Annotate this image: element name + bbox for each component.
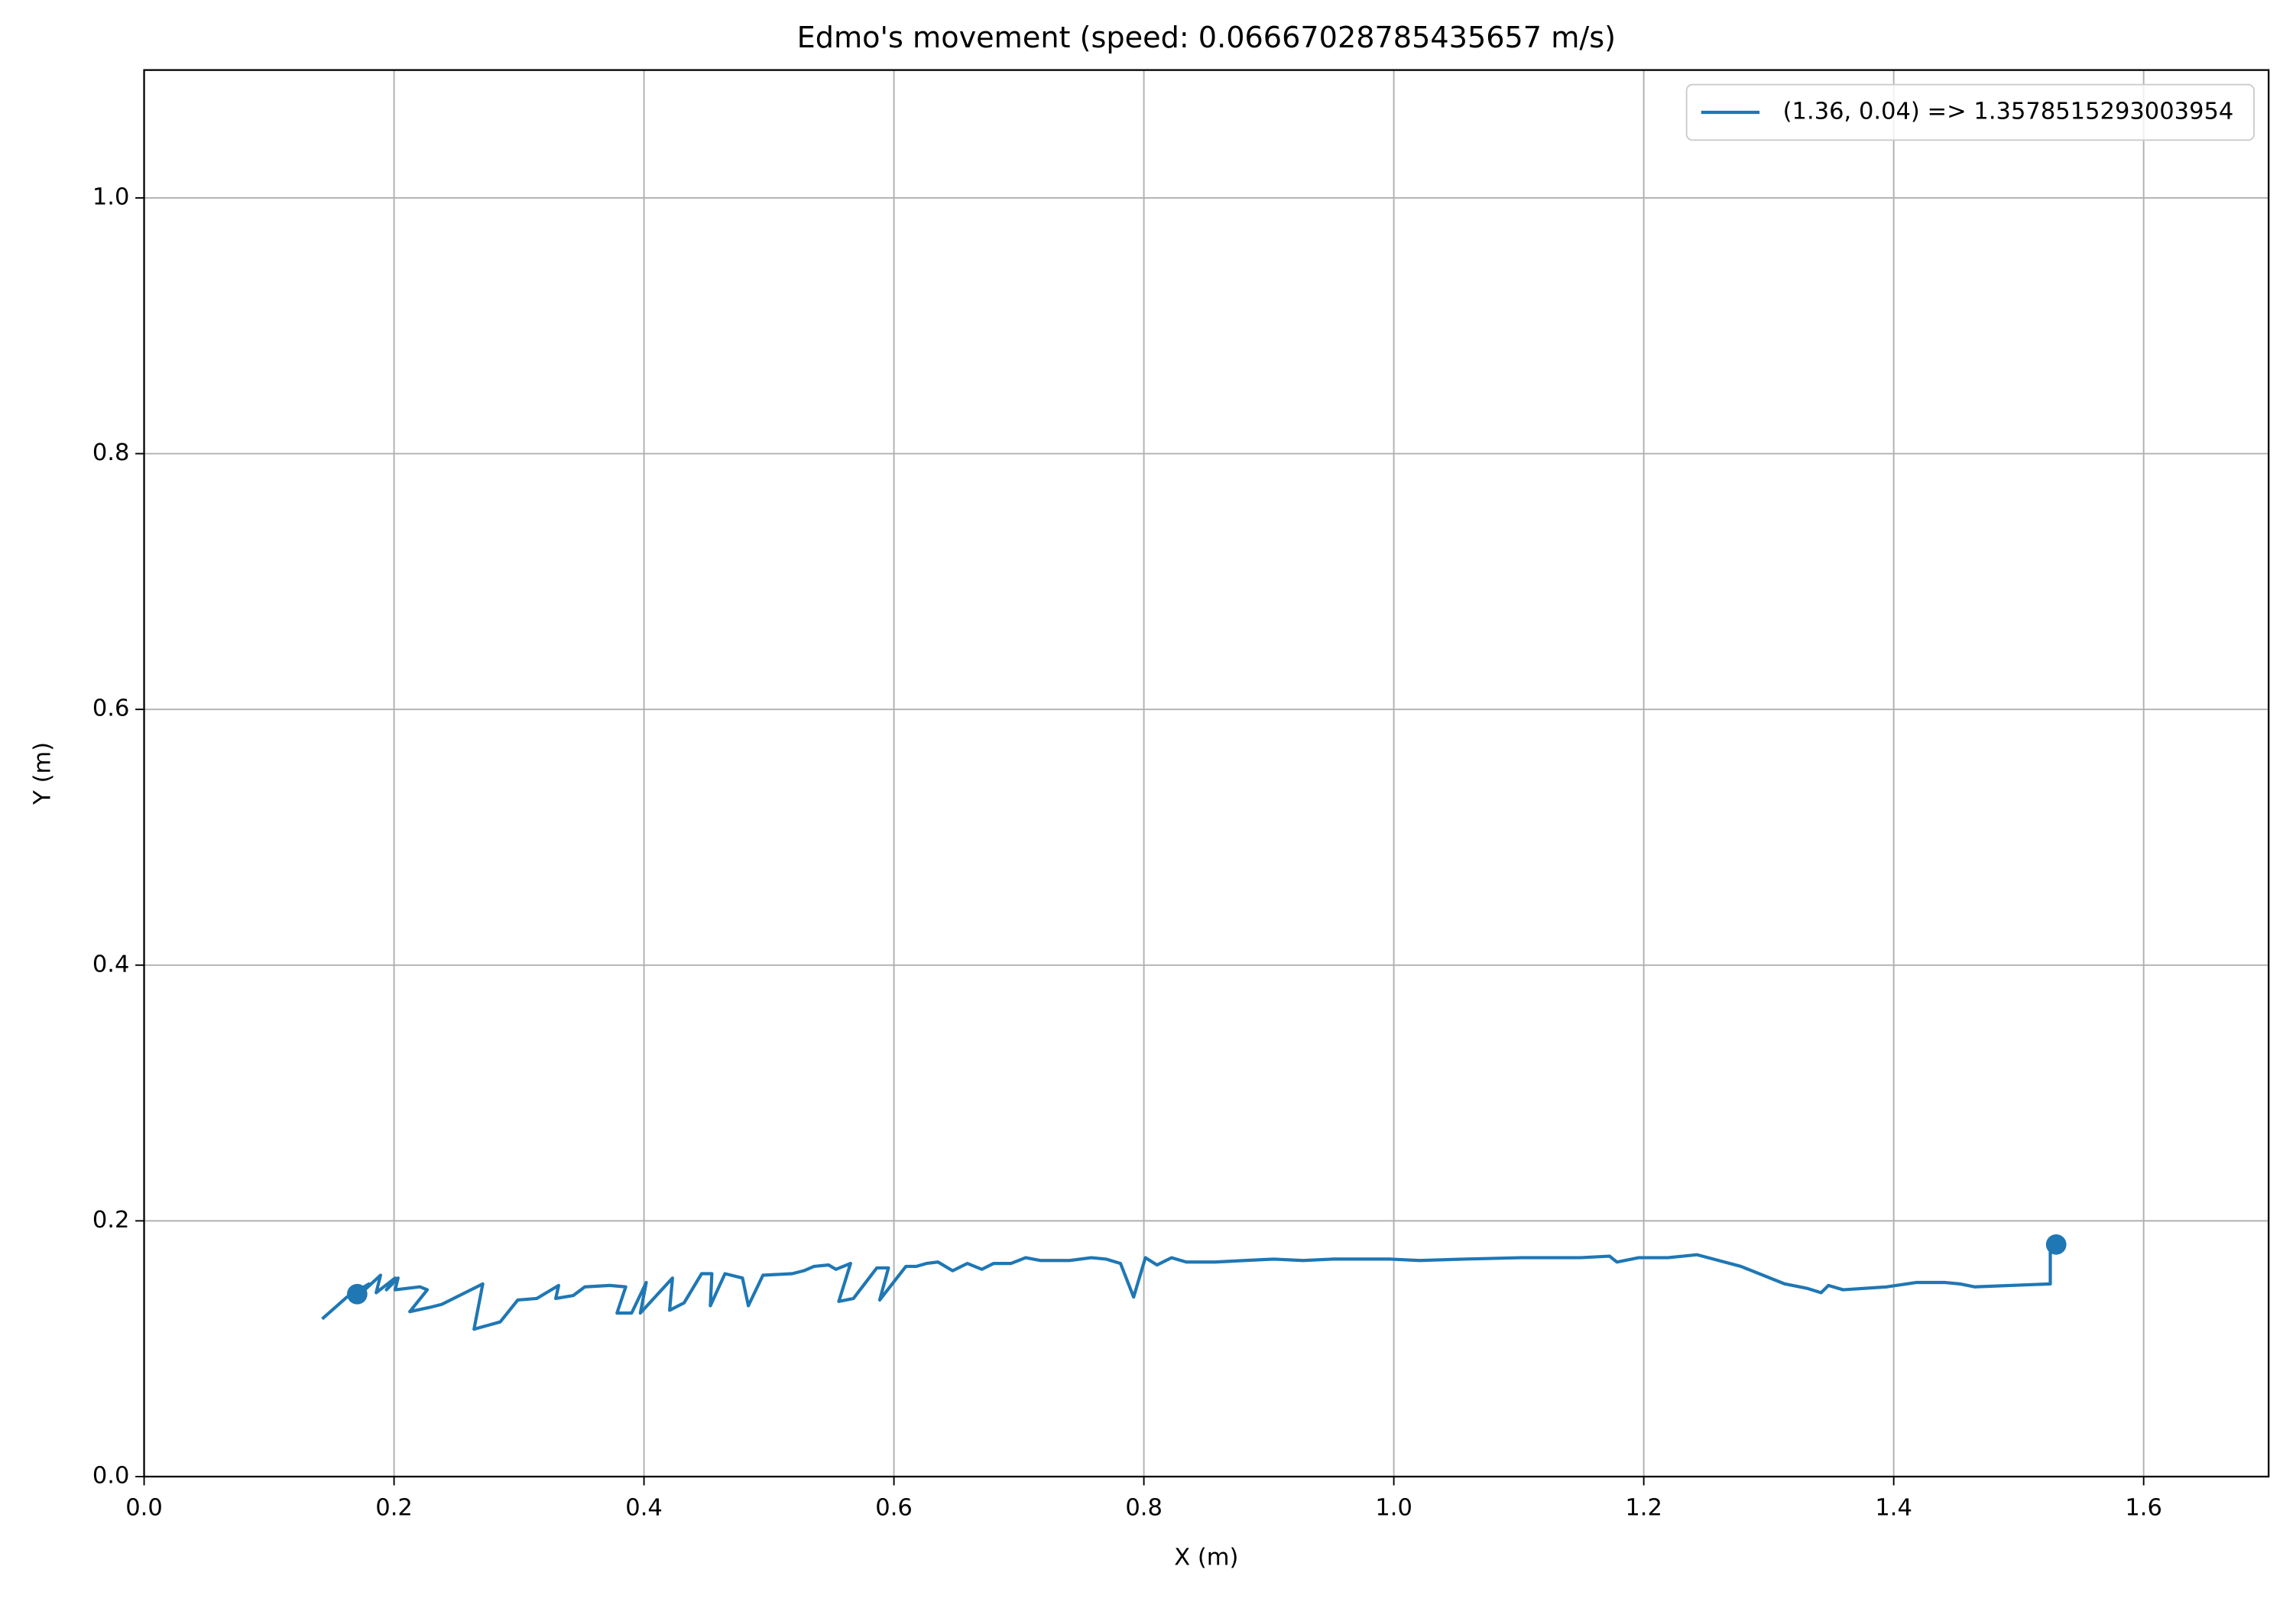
- legend-box: [1685, 83, 2255, 141]
- x-tick-label: 1.2: [1625, 1495, 1662, 1522]
- y-axis-label: Y (m): [29, 742, 56, 806]
- x-tick-label: 1.6: [2125, 1495, 2162, 1522]
- position-marker: [346, 1283, 368, 1305]
- x-tick-label: 0.4: [625, 1495, 663, 1522]
- y-tick-label: 0.4: [92, 951, 130, 978]
- x-tick-label: 1.4: [1875, 1495, 1912, 1522]
- y-tick-label: 0.0: [92, 1463, 130, 1490]
- position-marker: [2045, 1234, 2067, 1255]
- x-tick-label: 0.0: [125, 1495, 163, 1522]
- x-axis-label: X (m): [1174, 1544, 1238, 1571]
- trajectory-line: [321, 1244, 2052, 1331]
- plot-frame: [143, 69, 2270, 1478]
- y-tick-label: 0.8: [92, 439, 130, 466]
- x-tick-label: 0.6: [875, 1495, 913, 1522]
- x-tick-label: 1.0: [1375, 1495, 1412, 1522]
- y-tick-label: 0.6: [92, 696, 130, 722]
- legend: (1.36, 0.04) => 1.3578515293003954: [1685, 83, 2255, 141]
- y-tick-label: 1.0: [92, 183, 130, 210]
- y-tick-label: 0.2: [92, 1207, 130, 1234]
- x-tick-label: 0.8: [1125, 1495, 1163, 1522]
- x-tick-label: 0.2: [375, 1495, 413, 1522]
- legend-label: (1.36, 0.04) => 1.3578515293003954: [1783, 99, 2234, 125]
- chart-title: Edmo's movement (speed: 0.06667028785435…: [797, 21, 1616, 55]
